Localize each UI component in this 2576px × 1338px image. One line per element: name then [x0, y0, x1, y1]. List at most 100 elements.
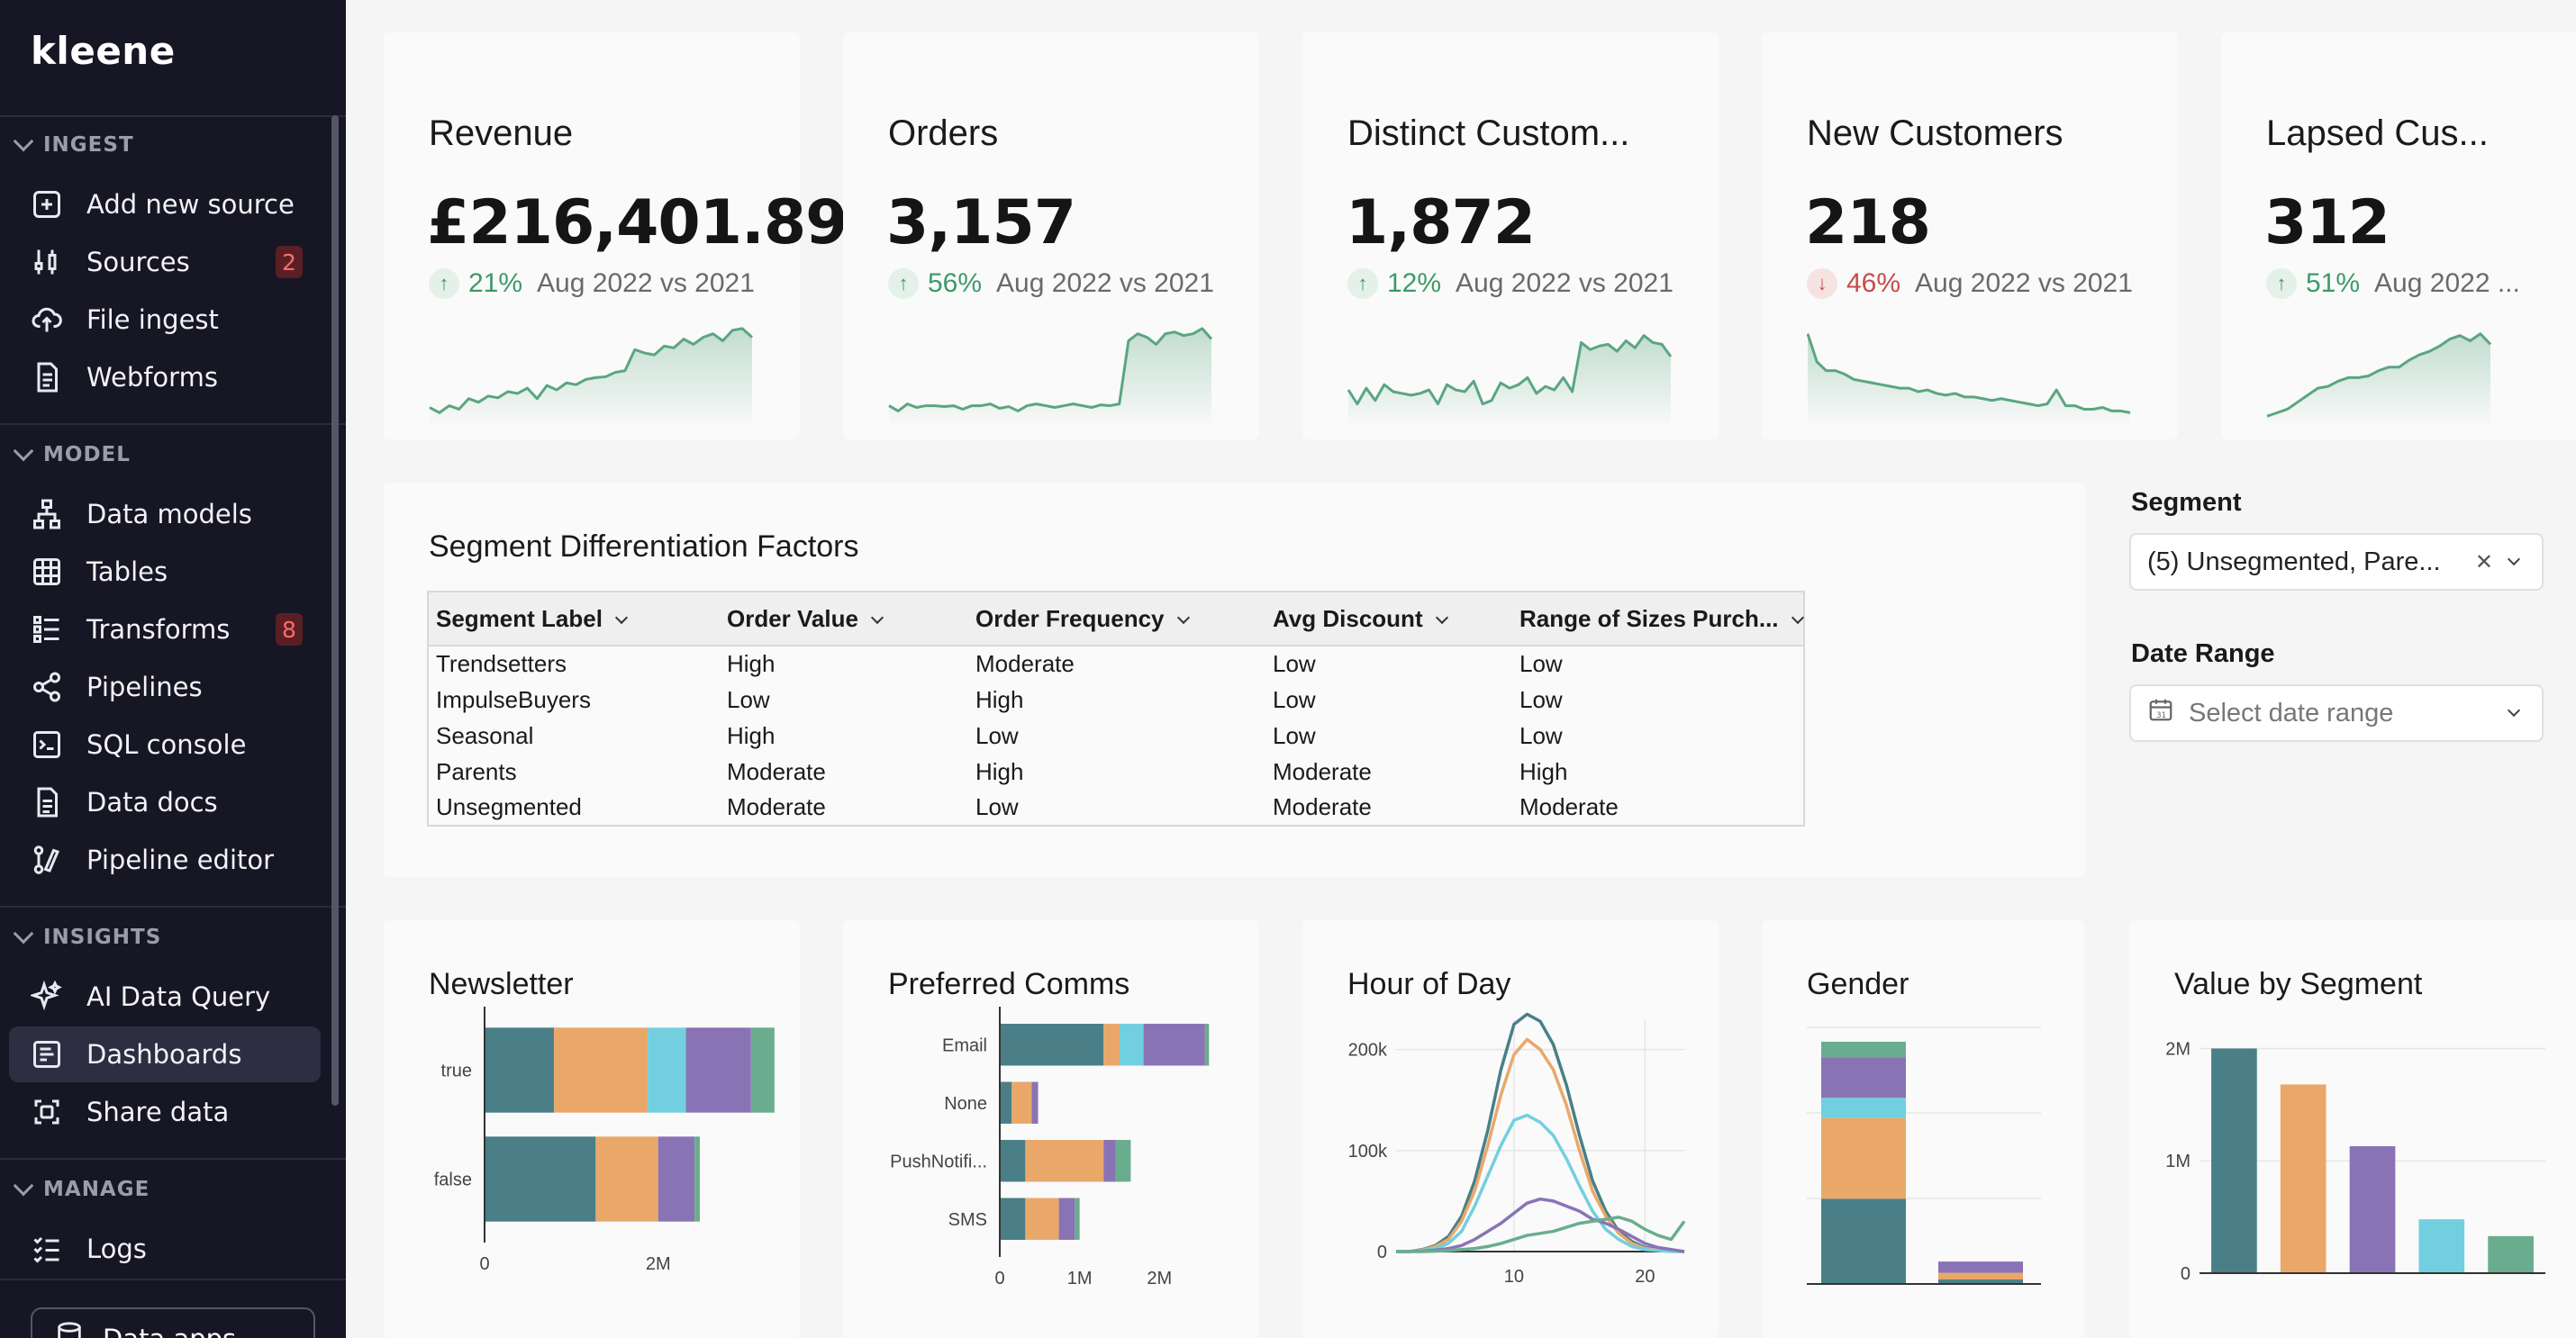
chart-card-hour-of-day: Hour of Day 0 100k 200k 10 20	[1302, 920, 1719, 1338]
column-header[interactable]: Range of Sizes Purch...	[1512, 592, 1804, 646]
bar-segment	[1000, 1140, 1026, 1182]
date-range-picker[interactable]: 31 Select date range	[2129, 684, 2544, 742]
sidebar-item-share-data[interactable]: Share data	[9, 1084, 321, 1140]
sidebar-item-data-docs[interactable]: Data docs	[9, 774, 321, 830]
sidebar-item-label: Tables	[86, 556, 168, 587]
kpi-delta: ↓ 46% Aug 2022 vs 2021	[1807, 268, 2133, 299]
y-tick-label: 2M	[2165, 1039, 2191, 1059]
kpi-delta: ↑ 12% Aug 2022 vs 2021	[1347, 268, 1673, 299]
sparkline	[1807, 333, 2131, 429]
sidebar-item-data-models[interactable]: Data models	[9, 486, 321, 542]
kpi-title: Lapsed Cus...	[2266, 113, 2489, 153]
sidebar-item-file-ingest[interactable]: File ingest	[9, 292, 321, 348]
section-ingest[interactable]: INGEST	[13, 131, 134, 157]
clear-icon[interactable]: ✕	[2474, 549, 2493, 574]
sidebar-item-logs[interactable]: Logs	[9, 1221, 321, 1277]
sidebar-item-transforms[interactable]: Transforms 8	[9, 601, 321, 657]
kpi-pct: 12%	[1387, 268, 1442, 298]
chart-title: Hour of Day	[1347, 967, 1511, 1001]
sidebar-item-label: Transforms	[86, 614, 231, 645]
chevron-down-icon	[614, 610, 629, 624]
section-manage-label: MANAGE	[43, 1178, 150, 1201]
sidebar-item-ai-query[interactable]: AI Data Query	[9, 969, 321, 1025]
sidebar-item-sql-console[interactable]: SQL console	[9, 717, 321, 773]
sidebar-item-tables[interactable]: Tables	[9, 544, 321, 600]
chevron-down-icon	[1435, 610, 1448, 624]
kpi-compare: Aug 2022 vs 2021	[1456, 268, 1673, 298]
table-row: Trendsetters High Moderate Low Low	[428, 646, 1804, 682]
bar	[2488, 1235, 2534, 1273]
bar-segment	[1031, 1081, 1039, 1124]
sidebar-item-label: Webforms	[86, 362, 218, 393]
column-header[interactable]: Order Value	[720, 592, 968, 646]
sidebar-item-webforms[interactable]: Webforms	[9, 349, 321, 405]
kpi-value: 1,872	[1346, 187, 1536, 258]
sidebar-item-add-source[interactable]: Add new source	[9, 176, 321, 232]
bar-segment	[1025, 1140, 1104, 1182]
bar-segment	[1821, 1198, 1906, 1284]
section-model[interactable]: MODEL	[13, 440, 131, 466]
y-tick-label: 100k	[1348, 1142, 1388, 1162]
share-data-icon	[29, 1094, 65, 1130]
kpi-card-orders: Orders 3,157 ↑ 56% Aug 2022 vs 2021	[843, 32, 1259, 439]
kleene-logo[interactable]: kleene	[31, 29, 176, 73]
sidebar-item-dashboards[interactable]: Dashboards	[9, 1026, 321, 1082]
sidebar-item-sources[interactable]: Sources 2	[9, 234, 321, 290]
preferred-comms-chart: Email None PushNotifi... SMS 0 1M 2M	[890, 1007, 1210, 1288]
kpi-value: 218	[1805, 187, 1931, 258]
segment-select[interactable]: (5) Unsegmented, Pare... ✕	[2129, 533, 2544, 591]
chart-card-gender: Gender	[1762, 920, 2084, 1338]
section-model-label: MODEL	[43, 443, 131, 466]
column-header-label: Order Value	[727, 604, 858, 632]
bar-segment	[1821, 1041, 1906, 1058]
table-cell: High	[975, 685, 1024, 713]
y-tick-label: 1M	[2165, 1152, 2191, 1171]
column-header[interactable]: Avg Discount	[1265, 592, 1512, 646]
chevron-down-icon	[1791, 610, 1804, 624]
kpi-card-new-customers: New Customers 218 ↓ 46% Aug 2022 vs 2021	[1762, 32, 2178, 439]
sparkline	[2266, 332, 2491, 429]
category-label: true	[441, 1062, 472, 1081]
kpi-delta: ↑ 21% Aug 2022 vs 2021	[429, 268, 755, 299]
bar-segment	[485, 1136, 596, 1222]
kpi-delta: ↑ 51% Aug 2022 ...	[2266, 268, 2520, 299]
sparkle-icon	[29, 979, 65, 1015]
sidebar-item-pipelines[interactable]: Pipelines	[9, 659, 321, 715]
section-manage[interactable]: MANAGE	[13, 1175, 150, 1201]
bar-segment	[1103, 1024, 1120, 1066]
table-cell: Moderate	[727, 757, 826, 785]
table-row: Parents Moderate High Moderate High	[428, 754, 1804, 790]
bar-segment	[1000, 1024, 1104, 1066]
column-header[interactable]: Segment Label	[428, 592, 720, 646]
bar-segment	[648, 1027, 686, 1113]
x-tick-label: 2M	[646, 1254, 671, 1274]
sidebar-item-pipeline-editor[interactable]: Pipeline editor	[9, 832, 321, 888]
sidebar-divider	[0, 423, 346, 425]
table-icon	[29, 554, 65, 590]
sidebar-scrollbar[interactable]	[331, 115, 339, 1106]
svg-text:31: 31	[2156, 711, 2166, 720]
sources-icon	[29, 244, 65, 280]
table-cell: Seasonal	[436, 721, 534, 749]
chevron-down-icon	[2507, 552, 2521, 566]
table-cell: Unsegmented	[436, 793, 582, 820]
calendar-icon: 31	[2147, 696, 2174, 730]
series-line	[1396, 1197, 1685, 1253]
column-header[interactable]: Order Frequency	[968, 592, 1265, 646]
date-range-placeholder: Select date range	[2189, 698, 2394, 728]
sparkline-line	[1347, 334, 1672, 406]
data-apps-button[interactable]: Data apps	[31, 1307, 315, 1338]
bar-segment	[1143, 1024, 1205, 1066]
data-apps-label: Data apps	[103, 1324, 236, 1338]
chart-title: Gender	[1807, 967, 1909, 1001]
bar	[2418, 1219, 2465, 1273]
table-cell: Moderate	[975, 650, 1075, 677]
sparkline	[888, 327, 1212, 429]
checklist-icon	[29, 1231, 65, 1267]
section-insights[interactable]: INSIGHTS	[13, 923, 161, 949]
bar-segment	[1115, 1140, 1131, 1182]
bar-segment	[1120, 1024, 1144, 1066]
table-cell: Parents	[436, 757, 517, 785]
date-range-label: Date Range	[2131, 639, 2275, 668]
gender-chart	[1807, 1026, 2041, 1285]
